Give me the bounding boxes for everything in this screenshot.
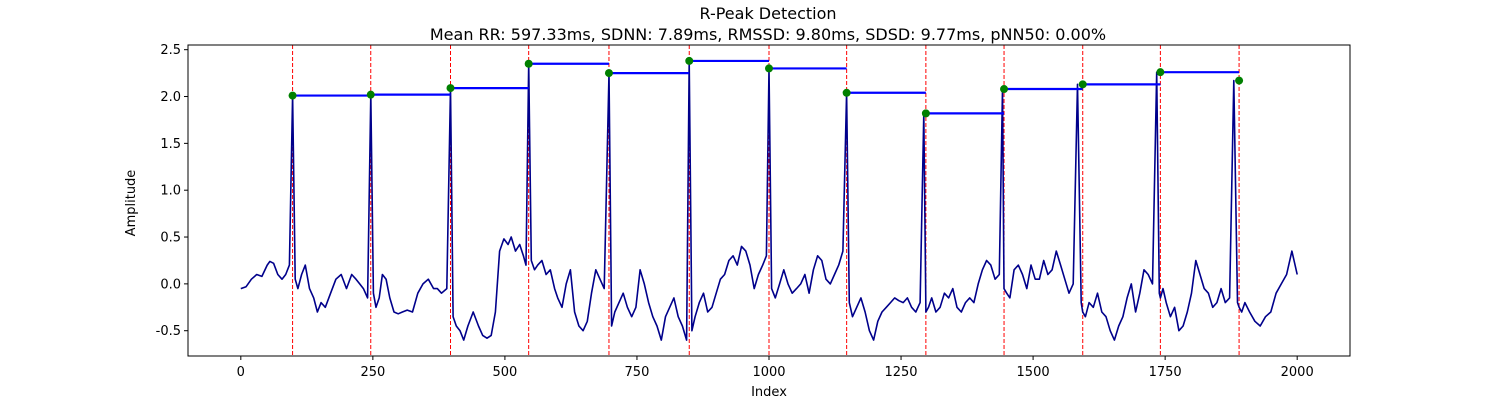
plot-area (240, 45, 1298, 356)
r-peak-marker-10 (1000, 85, 1009, 94)
r-peak-marker-4 (524, 59, 533, 68)
r-peak-marker-2 (366, 90, 375, 99)
x-tick-label: 1250 (884, 365, 917, 380)
r-peak-marker-8 (842, 88, 851, 97)
x-tick-label: 1750 (1149, 365, 1182, 380)
r-peak-marker-9 (921, 109, 930, 118)
r-peak-marker-13 (1235, 76, 1244, 85)
y-axis-label: Amplitude (124, 170, 139, 237)
r-peak-marker-6 (685, 56, 694, 65)
x-tick-label: 500 (492, 365, 517, 380)
y-tick-label: 0.0 (160, 277, 181, 292)
y-tick-label: 2.0 (160, 90, 181, 105)
x-tick-label: 1500 (1017, 365, 1050, 380)
y-tick-label: 1.5 (160, 137, 181, 152)
y-axis: -0.5 0.0 0.5 1.0 1.5 2.0 2.5 (156, 43, 188, 339)
x-tick-label: 250 (360, 365, 385, 380)
ecg-signal-line (240, 60, 1298, 341)
y-tick-label: -0.5 (156, 324, 181, 339)
x-tick-label: 750 (625, 365, 650, 380)
x-axis-label: Index (751, 385, 787, 400)
x-axis: 0 250 500 750 1000 1250 1500 1750 2000 (237, 356, 1314, 380)
chart-title: R-Peak Detection (699, 4, 836, 23)
x-tick-label: 1000 (752, 365, 785, 380)
x-tick-label: 2000 (1281, 365, 1314, 380)
r-peak-marker-7 (765, 64, 773, 73)
r-peak-marker-11 (1078, 80, 1087, 89)
r-peak-marker-3 (446, 84, 455, 93)
y-tick-label: 1.0 (160, 184, 181, 199)
x-tick-label: 0 (237, 365, 245, 380)
r-peak-marker-1 (288, 91, 297, 100)
chart-subtitle: Mean RR: 597.33ms, SDNN: 7.89ms, RMSSD: … (430, 25, 1106, 44)
r-peak-marker-5 (604, 69, 613, 78)
r-peak-marker-12 (1156, 68, 1165, 77)
y-tick-label: 0.5 (160, 231, 181, 246)
y-tick-label: 2.5 (160, 43, 181, 58)
